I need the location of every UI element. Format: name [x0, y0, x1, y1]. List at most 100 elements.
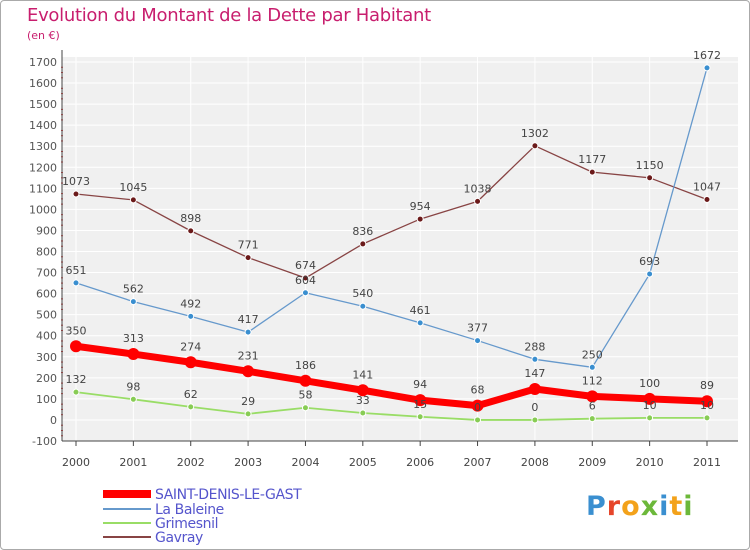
data-point	[703, 64, 711, 72]
data-point	[359, 240, 367, 248]
y-tick-label: 1000	[29, 203, 57, 216]
data-point	[129, 196, 137, 204]
x-tick-label: 2008	[521, 456, 549, 469]
data-point	[646, 174, 654, 182]
data-label: 562	[123, 283, 144, 296]
data-label: 313	[123, 332, 144, 345]
data-label: 1073	[62, 175, 90, 188]
data-label: 1045	[119, 181, 147, 194]
data-label: 29	[241, 395, 255, 408]
logo-letter: t	[669, 491, 684, 522]
data-point	[129, 298, 137, 306]
x-tick-label: 2011	[693, 456, 721, 469]
data-label: 771	[238, 239, 259, 252]
series-line	[75, 145, 708, 279]
y-axis: -100010020030040050060070080090010001100…	[29, 56, 738, 448]
data-point	[187, 312, 195, 320]
data-point	[701, 395, 713, 408]
data-label: 1047	[693, 180, 721, 193]
y-tick-label: 500	[36, 309, 57, 322]
y-tick-label: 1700	[29, 56, 57, 69]
x-tick-label: 2010	[636, 456, 664, 469]
series-saint-denis-le-gast	[70, 340, 713, 412]
y-tick-label: 700	[36, 267, 57, 280]
data-label: 1672	[693, 49, 721, 62]
data-point	[70, 340, 82, 353]
chart-title: Evolution du Montant de la Dette par Hab…	[27, 5, 431, 26]
x-axis: 2000 2001 2002 2003 2004 2005 2006 2007 2008 2009…	[62, 57, 721, 469]
data-label: 6	[589, 400, 596, 413]
data-label: 10	[700, 399, 714, 412]
x-tick-label: 2001	[119, 456, 147, 469]
y-tick-label: 1200	[29, 161, 57, 174]
proxiti-logo: Proxiti	[586, 491, 694, 522]
data-point	[244, 328, 252, 336]
data-point	[72, 279, 80, 287]
x-tick-label: 2003	[234, 456, 262, 469]
data-point	[301, 404, 309, 412]
legend-label: Grimesnil	[155, 516, 218, 532]
data-point	[643, 392, 656, 405]
data-label: 288	[524, 340, 545, 353]
series-line	[75, 342, 708, 410]
data-point	[356, 384, 369, 397]
data-point	[528, 382, 541, 395]
data-point	[359, 409, 367, 417]
data-point	[474, 416, 482, 424]
y-tick-label: 300	[36, 351, 57, 364]
data-point	[588, 168, 596, 176]
data-point	[301, 274, 309, 282]
y-tick-label: 1500	[29, 98, 57, 111]
data-point	[416, 215, 424, 223]
data-point	[184, 356, 197, 369]
data-label: 0	[531, 401, 538, 414]
data-label: 250	[582, 348, 603, 361]
data-point	[588, 363, 596, 371]
y-tick-label: 1600	[29, 77, 57, 90]
data-label: 954	[410, 200, 431, 213]
logo-letter: i	[683, 491, 694, 522]
logo-letter: r	[606, 491, 622, 522]
data-label: 836	[352, 225, 373, 238]
chart-unit: (en €)	[27, 29, 60, 42]
logo-letter: P	[586, 491, 607, 522]
data-label: 100	[639, 377, 660, 390]
data-point	[471, 399, 484, 412]
series-line	[75, 67, 708, 368]
data-label: 377	[467, 322, 488, 335]
data-point	[72, 190, 80, 198]
legend-label: Gavray	[155, 530, 203, 546]
data-point	[242, 365, 255, 378]
series-gavray	[72, 142, 711, 282]
x-tick-label: 2000	[62, 456, 90, 469]
data-label: 132	[66, 373, 87, 386]
logo-letter: x	[640, 491, 660, 522]
data-label: 604	[295, 274, 316, 287]
logo-letter: o	[621, 491, 641, 522]
data-point	[474, 197, 482, 205]
legend-label: La Baleine	[155, 502, 224, 518]
data-point	[301, 289, 309, 297]
data-point	[244, 410, 252, 418]
x-tick-label: 2002	[177, 456, 205, 469]
data-label: 33	[356, 394, 370, 407]
series-la-baleine	[72, 64, 711, 371]
data-point	[703, 195, 711, 203]
data-label: 693	[639, 255, 660, 268]
data-point	[531, 355, 539, 363]
data-point	[646, 414, 654, 422]
data-label: 94	[413, 378, 427, 391]
data-point	[299, 374, 312, 387]
y-tick-label: 200	[36, 372, 57, 385]
data-point	[703, 414, 711, 422]
data-point	[531, 416, 539, 424]
data-labels-gavray: 1073 1045 898 771 674 836 954 1038 1302 1177 1150 1…	[62, 127, 721, 272]
data-label: 1302	[521, 127, 549, 140]
data-label: 898	[180, 212, 201, 225]
data-label: 62	[184, 388, 198, 401]
data-label: 651	[66, 264, 87, 277]
data-label: 98	[126, 380, 140, 393]
data-label: 417	[238, 313, 259, 326]
